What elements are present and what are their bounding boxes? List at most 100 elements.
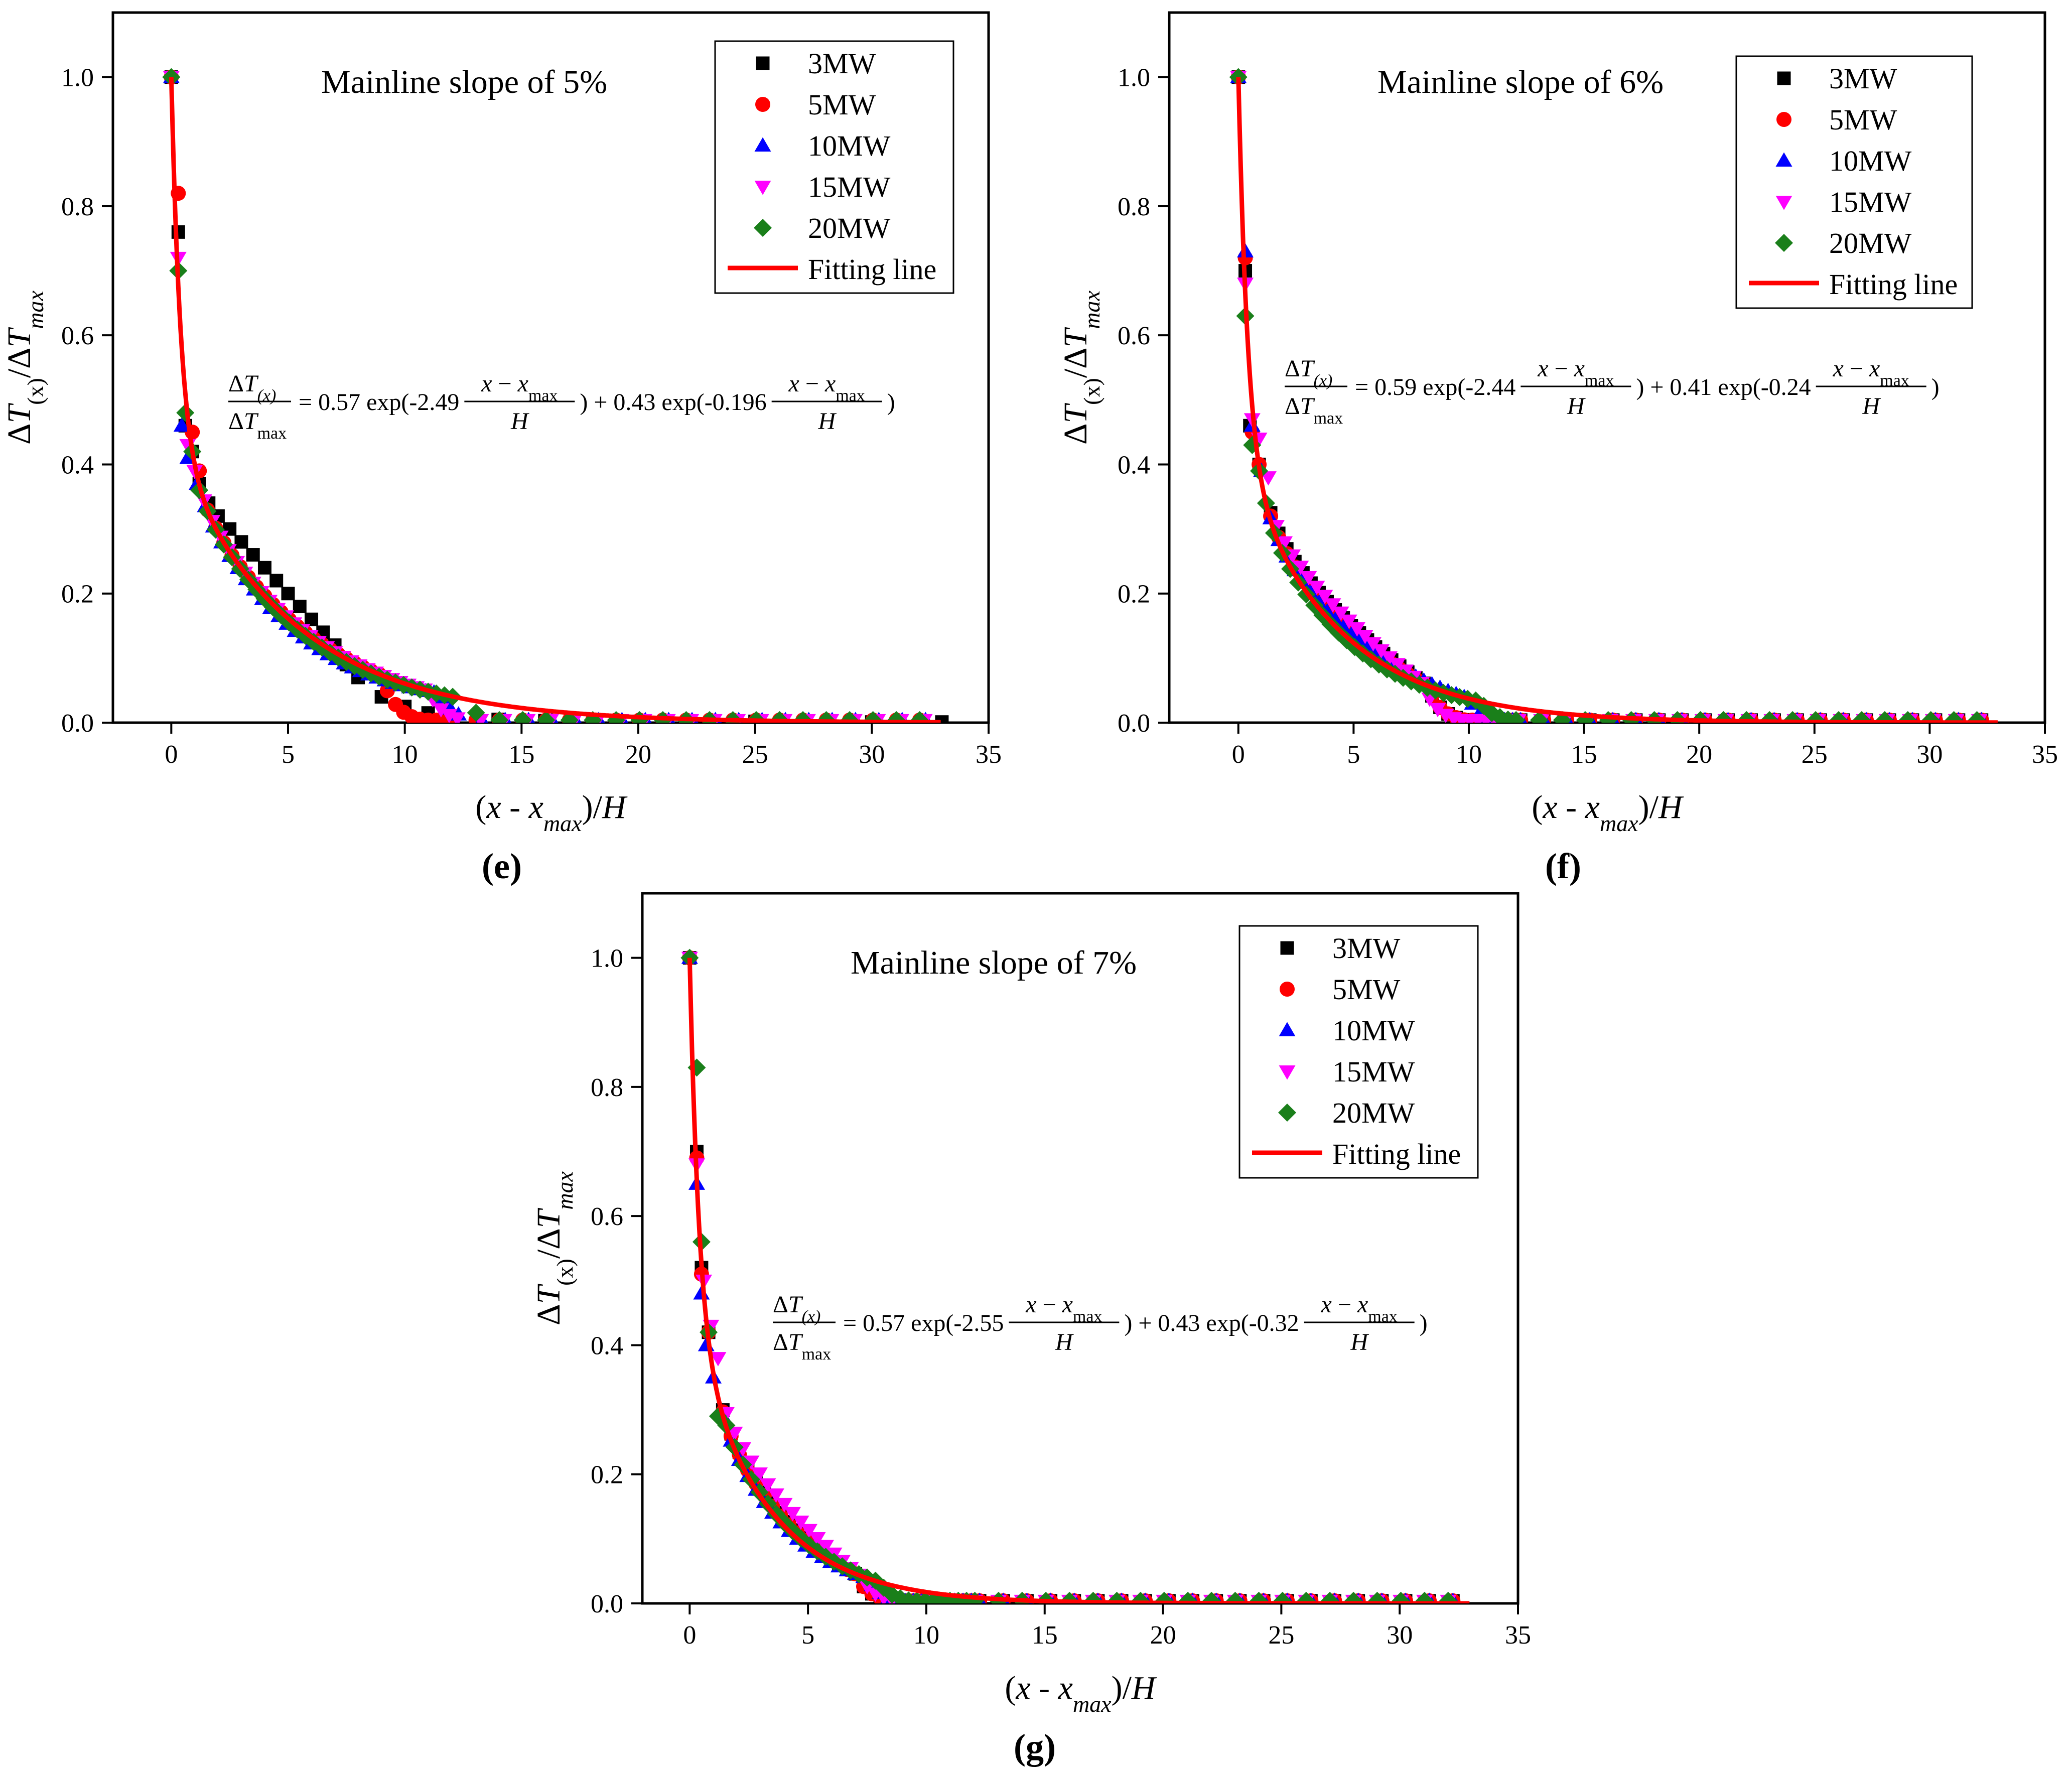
y-tick-label: 1.0 bbox=[1118, 64, 1150, 92]
panel-title: Mainline slope of 5% bbox=[321, 64, 607, 100]
legend-label: 10MW bbox=[808, 129, 891, 162]
y-tick-label: 1.0 bbox=[61, 64, 94, 92]
data-point bbox=[1300, 571, 1317, 586]
y-tick-label: 0.8 bbox=[591, 1073, 623, 1102]
panel-label: (e) bbox=[482, 846, 522, 886]
data-point bbox=[776, 1498, 793, 1513]
data-point bbox=[490, 711, 509, 723]
equation-close-paren: ) bbox=[887, 389, 895, 416]
equation-term-1: = 0.57 exp(-2.55 bbox=[843, 1310, 1004, 1336]
legend-label: 15MW bbox=[1332, 1055, 1415, 1088]
x-tick-label: 35 bbox=[1505, 1621, 1531, 1650]
data-point bbox=[767, 1488, 784, 1503]
legend-label: Fitting line bbox=[1332, 1138, 1461, 1170]
data-point bbox=[1292, 561, 1309, 575]
data-point bbox=[710, 1352, 727, 1367]
data-point bbox=[467, 704, 485, 722]
x-axis-title: (x - xmax)/H bbox=[1532, 789, 1684, 836]
x-tick-label: 25 bbox=[1802, 740, 1828, 769]
x-tick-label: 0 bbox=[683, 1621, 696, 1650]
fitting-line bbox=[687, 958, 1470, 1603]
data-point bbox=[1389, 658, 1406, 672]
equation-fraction-numerator: x − xmax bbox=[788, 370, 865, 405]
equation-fraction-numerator: x − xmax bbox=[481, 370, 558, 405]
legend: 3MW 5MW 10MW 15MW 20MW Fitting line bbox=[1238, 925, 1479, 1179]
legend-marker bbox=[1775, 152, 1792, 167]
data-point bbox=[1297, 1591, 1315, 1603]
equation-lhs-denominator: ΔTmax bbox=[773, 1329, 831, 1364]
data-point bbox=[234, 535, 248, 549]
x-tick-label: 15 bbox=[508, 740, 534, 769]
equation-fraction-numerator: x − xmax bbox=[1321, 1291, 1398, 1326]
data-point bbox=[1898, 711, 1917, 723]
legend-label: 15MW bbox=[808, 171, 891, 203]
data-point bbox=[1344, 1591, 1363, 1603]
y-tick-label: 0.2 bbox=[1118, 580, 1150, 609]
legend: 3MW 5MW 10MW 15MW 20MW Fitting line bbox=[1735, 55, 1973, 309]
x-tick-label: 5 bbox=[282, 740, 295, 769]
x-axis-title: (x - xmax)/H bbox=[475, 789, 628, 836]
equation-fraction-denominator: H bbox=[1567, 393, 1586, 420]
legend-label: Fitting line bbox=[1829, 268, 1958, 301]
y-tick-label: 0.6 bbox=[591, 1202, 623, 1231]
equation-term-2: ) + 0.43 exp(-0.196 bbox=[580, 389, 766, 416]
data-point bbox=[1226, 1591, 1245, 1603]
y-tick-label: 0.0 bbox=[591, 1590, 623, 1618]
data-point bbox=[1324, 598, 1341, 613]
fit-equation: ΔT(x)ΔTmax = 0.57 exp(-2.49 x − xmax H) + 0… bbox=[228, 370, 895, 443]
data-point bbox=[433, 703, 450, 718]
data-point bbox=[1439, 1591, 1457, 1603]
x-tick-label: 0 bbox=[165, 740, 178, 769]
panel-title: Mainline slope of 6% bbox=[1377, 64, 1664, 100]
y-axis-title: ΔT(x)/ΔTmax bbox=[1057, 290, 1104, 445]
data-point bbox=[1332, 606, 1349, 621]
x-tick-label: 5 bbox=[801, 1621, 814, 1650]
data-point bbox=[1308, 581, 1325, 595]
x-tick-label: 30 bbox=[1387, 1621, 1413, 1650]
legend-label: 3MW bbox=[808, 47, 876, 80]
legend-label: 3MW bbox=[1332, 932, 1401, 965]
legend-marker bbox=[1280, 941, 1294, 955]
data-point bbox=[751, 1467, 768, 1482]
legend-label: 3MW bbox=[1829, 62, 1897, 95]
data-point bbox=[1276, 536, 1293, 551]
x-tick-label: 20 bbox=[1686, 740, 1712, 769]
data-point bbox=[1507, 711, 1526, 723]
data-point bbox=[513, 711, 532, 723]
data-point bbox=[910, 711, 929, 723]
equation-lhs-denominator: ΔTmax bbox=[228, 408, 287, 443]
data-point bbox=[173, 417, 190, 432]
x-axis-title: (x - xmax)/H bbox=[1005, 1670, 1157, 1717]
legend-marker bbox=[1775, 196, 1792, 210]
legend-box bbox=[1735, 55, 1973, 309]
data-point bbox=[1875, 711, 1894, 723]
x-tick-label: 20 bbox=[1150, 1621, 1176, 1650]
legend-marker bbox=[1278, 1104, 1296, 1122]
data-point bbox=[817, 1540, 835, 1555]
legend-marker bbox=[1775, 234, 1793, 252]
data-point bbox=[1392, 1591, 1410, 1603]
chart-panel-e: 0 5 10 15 20 25 30 35 0.0 0.2 0.4 0.6 0.8 1.0 (x - xma… bbox=[1, 11, 1002, 886]
data-point bbox=[1852, 711, 1871, 723]
x-tick-label: 10 bbox=[1456, 740, 1482, 769]
data-point bbox=[1155, 1591, 1173, 1603]
y-tick-label: 0.4 bbox=[1118, 451, 1150, 479]
y-tick-label: 1.0 bbox=[591, 944, 623, 973]
chart-panel-g: 0 5 10 15 20 25 30 35 0.0 0.2 0.4 0.6 0.8 1.0 (x - xma… bbox=[530, 892, 1531, 1767]
legend-marker bbox=[756, 56, 770, 70]
equation-fraction-denominator: H bbox=[817, 408, 837, 435]
y-axis-title: ΔT(x)/ΔTmax bbox=[530, 1171, 578, 1325]
x-tick-label: 35 bbox=[2032, 740, 2058, 769]
data-point bbox=[1530, 711, 1549, 723]
y-tick-label: 0.2 bbox=[61, 580, 94, 609]
legend-marker bbox=[1279, 1022, 1296, 1036]
data-point bbox=[1415, 1591, 1434, 1603]
data-point bbox=[246, 548, 260, 562]
x-tick-label: 15 bbox=[1032, 1621, 1058, 1650]
fit-equation: ΔT(x)ΔTmax = 0.59 exp(-2.44 x − xmax H) + 0… bbox=[1285, 355, 1940, 428]
equation-fraction-denominator: H bbox=[1350, 1329, 1369, 1355]
y-tick-label: 0.4 bbox=[591, 1331, 623, 1360]
legend: 3MW 5MW 10MW 15MW 20MW Fitting line bbox=[714, 40, 954, 294]
data-point bbox=[1348, 622, 1365, 637]
